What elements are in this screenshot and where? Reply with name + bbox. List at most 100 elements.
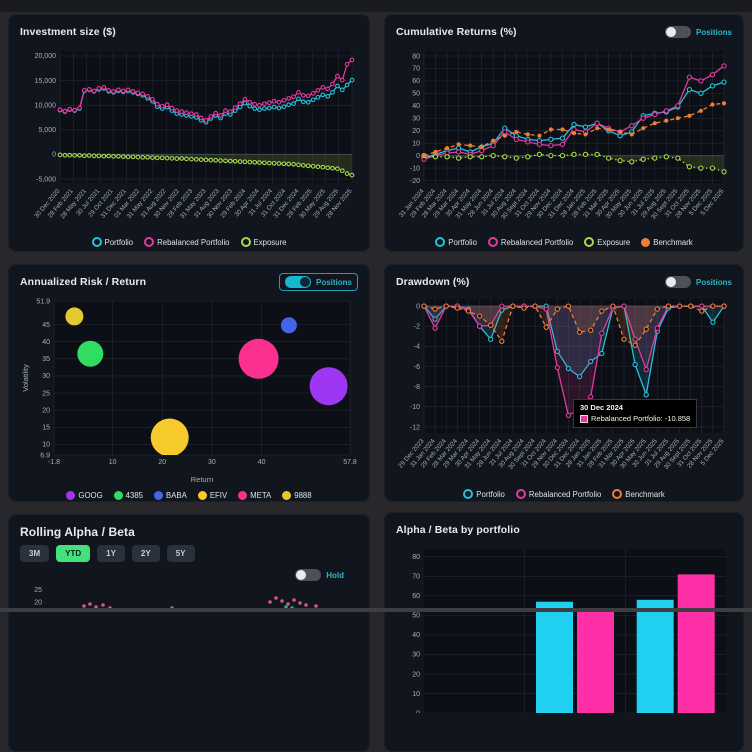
legend-marker <box>238 491 248 500</box>
svg-text:35: 35 <box>42 356 50 363</box>
legend-item[interactable]: Portfolio <box>91 237 134 247</box>
legend-item[interactable]: Benchmark <box>641 237 693 247</box>
legend-label: BABA <box>166 491 187 500</box>
legend-label: Rebalanced Portfolio <box>528 489 602 499</box>
legend-item[interactable]: Portfolio <box>463 489 505 499</box>
alpha-beta-by-portfolio-canvas[interactable]: 80 70 60 50 40 30 20 10 0 <box>396 541 732 717</box>
investment-size-legend: Portfolio Rebalanced Portfolio Exposure <box>20 237 358 247</box>
rolling-alpha-beta-chart[interactable]: 25 20 <box>20 584 358 729</box>
alpha-beta-by-portfolio-chart[interactable]: 80 70 60 50 40 30 20 10 0 <box>396 541 732 718</box>
range-button-1y[interactable]: 1Y <box>97 545 125 562</box>
legend-item[interactable]: Exposure <box>240 237 287 247</box>
drawdown-title: Drawdown (%) <box>396 276 470 288</box>
svg-text:40: 40 <box>42 339 50 346</box>
positions-toggle-label[interactable]: Positions <box>695 27 732 37</box>
legend-marker <box>154 491 163 500</box>
legend-item[interactable]: 4385 <box>113 491 143 500</box>
risk-return-chart[interactable]: -1.8 10 20 30 40 57.8 51.9 45 40 35 30 25 20 15 10 6.9 R… <box>20 293 358 490</box>
toggle-knob <box>299 277 310 287</box>
legend-marker <box>113 491 123 500</box>
svg-text:-1.8: -1.8 <box>48 459 60 466</box>
legend-item[interactable]: Portfolio <box>435 237 477 247</box>
legend-item[interactable]: META <box>238 491 271 500</box>
svg-text:20: 20 <box>412 671 420 678</box>
svg-text:60: 60 <box>412 78 420 85</box>
svg-text:5,000: 5,000 <box>38 127 56 134</box>
chart-tooltip: 30 Dec 2024 Rebalanced Portfolio: -10.85… <box>573 399 698 428</box>
rolling-alpha-beta-canvas[interactable]: 25 20 <box>20 584 358 724</box>
svg-text:20: 20 <box>34 600 42 607</box>
investment-size-chart[interactable]: 30 Dec 2020 28 Feb 2021 28 May 2021 30 Jul … <box>20 43 358 236</box>
svg-text:10,000: 10,000 <box>35 102 57 109</box>
tooltip-value: Rebalanced Portfolio: -10.858 <box>591 414 691 423</box>
svg-text:20: 20 <box>158 459 166 466</box>
positions-toggle[interactable] <box>664 26 691 38</box>
positions-toggle[interactable] <box>284 276 311 288</box>
tooltip-date: 30 Dec 2024 <box>580 403 623 412</box>
svg-text:10: 10 <box>109 459 117 466</box>
legend-label: EFIV <box>209 491 228 500</box>
legend-label: Rebalanced Portfolio <box>500 237 574 247</box>
svg-text:0: 0 <box>52 152 56 159</box>
alpha-beta-by-portfolio-title: Alpha / Beta by portfolio <box>396 524 520 536</box>
svg-text:10: 10 <box>412 691 420 698</box>
positions-toggle-label[interactable]: Positions <box>315 277 352 287</box>
panel-alpha-beta-by-portfolio: Alpha / Beta by portfolio 80 70 60 50 40 30 20… <box>384 512 744 752</box>
positions-toggle[interactable] <box>664 276 691 288</box>
hold-toggle[interactable] <box>295 569 322 581</box>
risk-return-canvas[interactable]: -1.8 10 20 30 40 57.8 51.9 45 40 35 30 25 20 15 10 6.9 R… <box>20 293 358 485</box>
legend-marker <box>282 491 292 500</box>
legend-item[interactable]: EFIV <box>197 491 228 500</box>
range-button-5y[interactable]: 5Y <box>166 545 195 562</box>
legend-item[interactable]: BABA <box>154 491 187 500</box>
legend-label: Benchmark <box>625 489 665 499</box>
toggle-knob <box>665 27 676 37</box>
legend-item[interactable]: Rebalanced Portfolio <box>515 489 602 499</box>
legend-label: Portfolio <box>104 237 134 247</box>
svg-text:0: 0 <box>416 153 420 160</box>
legend-item[interactable]: 9888 <box>282 491 312 500</box>
positions-toggle-label[interactable]: Positions <box>695 277 732 287</box>
svg-text:15: 15 <box>42 425 50 432</box>
panel-investment-size: Investment size ($) 30 Dec 2020 28 Feb 20… <box>8 14 370 252</box>
range-button-2y[interactable]: 2Y <box>131 545 160 562</box>
svg-text:80: 80 <box>412 554 420 561</box>
svg-text:45: 45 <box>42 322 50 329</box>
svg-text:-8: -8 <box>414 384 420 391</box>
legend-label: Benchmark <box>653 237 693 247</box>
hold-toggle-label[interactable]: Hold <box>326 570 344 580</box>
legend-item[interactable]: Benchmark <box>612 489 665 499</box>
range-button-3m[interactable]: 3M <box>20 545 50 562</box>
panel-cumulative-returns: Cumulative Returns (%) Positions 31 Jan … <box>384 14 744 252</box>
legend-item[interactable]: Exposure <box>584 237 630 247</box>
drawdown-legend: Portfolio Rebalanced Portfolio Benchmark <box>396 489 732 499</box>
drawdown-chart[interactable]: 29 Dec 2023 31 Jan 2024 29 Feb 2024 28 Mar … <box>396 293 732 488</box>
svg-text:20,000: 20,000 <box>35 53 57 60</box>
investment-size-title: Investment size ($) <box>20 26 116 38</box>
svg-text:40: 40 <box>258 459 266 466</box>
window-top-strip <box>0 0 752 12</box>
svg-text:0: 0 <box>416 303 420 310</box>
legend-item[interactable]: Rebalanced Portfolio <box>144 237 230 247</box>
legend-label: Portfolio <box>476 489 505 499</box>
svg-text:0: 0 <box>416 710 420 713</box>
legend-label: Exposure <box>253 237 287 247</box>
svg-text:-12: -12 <box>410 424 420 431</box>
legend-item[interactable]: GOOG <box>66 491 103 500</box>
cumulative-returns-chart[interactable]: 31 Jan 2024 29 Feb 2024 28 Mar 2024 29 Mar … <box>396 43 732 236</box>
svg-text:10: 10 <box>412 140 420 147</box>
toggle-knob <box>665 277 676 287</box>
svg-text:70: 70 <box>412 66 420 73</box>
legend-label: GOOG <box>78 491 103 500</box>
svg-text:30: 30 <box>412 652 420 659</box>
panel-rolling-alpha-beta: Rolling Alpha / Beta 3M YTD 1Y 2Y 5Y Hold 25… <box>8 514 370 752</box>
legend-marker <box>240 237 251 247</box>
legend-item[interactable]: Rebalanced Portfolio <box>487 237 574 247</box>
range-button-ytd[interactable]: YTD <box>56 545 91 562</box>
svg-text:-5,000: -5,000 <box>36 176 56 183</box>
svg-text:25: 25 <box>42 390 50 397</box>
